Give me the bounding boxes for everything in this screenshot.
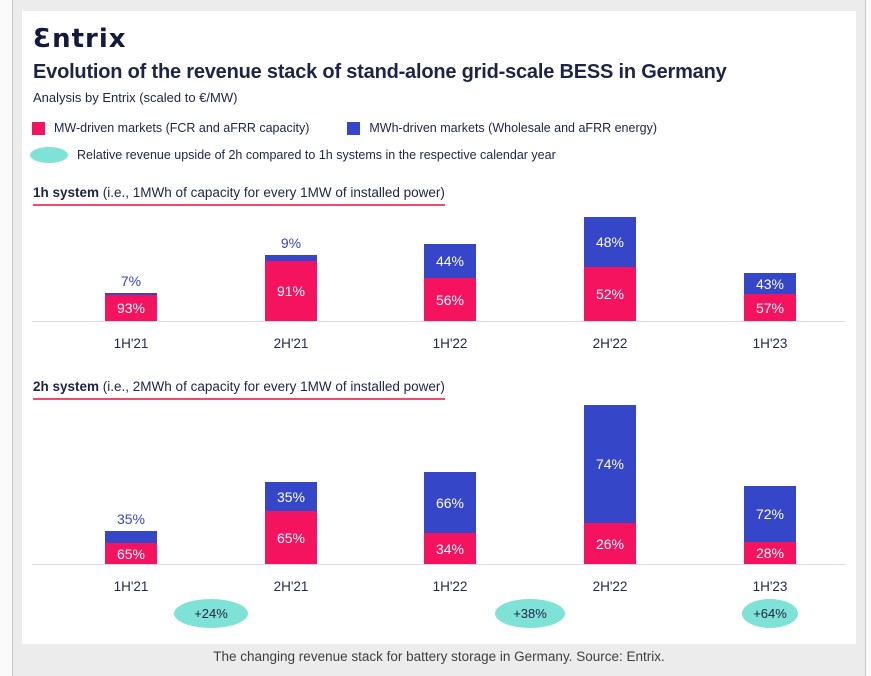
x-tick-label: 2H'21: [273, 336, 309, 351]
mwh-share-label: 44%: [435, 253, 465, 269]
section-title-2h-system: 2h system (i.e., 2MWh of capacity for ev…: [33, 379, 445, 400]
legend-label-upside: Relative revenue upside of 2h compared t…: [77, 148, 556, 162]
mwh-driven-segment: 48%: [584, 217, 636, 267]
stacked-bar-1H'21: 65% 35%: [105, 511, 157, 564]
mw-share-label: 65%: [116, 545, 146, 562]
mw-share-label: 52%: [595, 286, 625, 302]
mw-driven-segment: 93%: [105, 295, 157, 321]
stacked-bar-2H'21: 65% 35%: [265, 482, 317, 564]
mw-driven-segment: 65%: [265, 511, 317, 564]
mw-share-label: 26%: [595, 535, 625, 552]
section-title-2h-bold: 2h system: [33, 379, 100, 394]
stacked-bar-2H'22: 52% 48%: [584, 217, 636, 321]
stacked-bar-1H'22: 34% 66%: [424, 472, 476, 564]
section-title-2h-rest: (i.e., 2MWh of capacity for every 1MW of…: [99, 379, 445, 394]
legend-upside: Relative revenue upside of 2h compared t…: [30, 147, 556, 163]
x-axis-labels-1h: 1H'21 2H'21 1H'22 2H'22 1H'23: [32, 336, 845, 352]
mwh-driven-segment: 44%: [424, 244, 476, 278]
section-title-1h-system: 1h system (i.e., 1MWh of capacity for ev…: [33, 185, 445, 206]
mwh-share-label: 35%: [116, 511, 146, 527]
mw-driven-segment: 34%: [424, 533, 476, 564]
stacked-bar-1H'21: 93% 7%: [105, 273, 157, 321]
mwh-driven-segment: 35%: [265, 482, 317, 511]
mwh-driven-segment: 74%: [584, 405, 636, 523]
legend-swatch-upside-ellipse: [30, 147, 68, 163]
mw-driven-segment: 91%: [265, 261, 317, 321]
x-tick-label: 1H'21: [113, 579, 149, 594]
bar-chart-1h-system: 93% 7% 91% 9% 56% 44% 52% 48% 57% 43%: [32, 210, 845, 322]
mwh-share-label: 48%: [595, 234, 625, 250]
mwh-driven-segment: 66%: [424, 472, 476, 533]
upside-annotations: +24% +38% +64%: [32, 599, 845, 629]
legend-label-mw-markets: MW-driven markets (FCR and aFRR capacity…: [54, 121, 310, 135]
chart-image: Ɛntrix Evolution of the revenue stack of…: [22, 11, 856, 644]
mw-driven-segment: 28%: [744, 542, 796, 564]
x-tick-label: 1H'21: [113, 336, 149, 351]
mw-driven-segment: 26%: [584, 523, 636, 564]
x-tick-label: 1H'23: [752, 579, 788, 594]
mwh-driven-segment: 43%: [744, 273, 796, 294]
figure-frame: Ɛntrix Evolution of the revenue stack of…: [12, 0, 866, 676]
bar-chart-2h-system: 65% 35% 65% 35% 34% 66% 26% 74% 28% 72%: [32, 400, 845, 565]
x-tick-label: 2H'22: [592, 579, 628, 594]
entrix-logo: Ɛntrix: [33, 24, 127, 54]
upside-ellipse: +24%: [174, 599, 248, 628]
mw-share-label: 28%: [755, 545, 785, 561]
stacked-bar-1H'23: 57% 43%: [744, 273, 796, 321]
mwh-share-label: 9%: [280, 235, 302, 251]
mwh-share-label: 7%: [120, 273, 142, 289]
mwh-share-label: 43%: [755, 275, 785, 292]
mw-driven-segment: 65%: [105, 543, 157, 564]
mw-driven-segment: 52%: [584, 267, 636, 321]
x-tick-label: 2H'21: [273, 579, 309, 594]
mwh-share-label: 72%: [755, 506, 785, 522]
mw-share-label: 93%: [116, 300, 146, 316]
mw-share-label: 56%: [435, 291, 465, 308]
upside-ellipse: +38%: [495, 599, 565, 628]
mw-driven-segment: 57%: [744, 294, 796, 321]
upside-ellipse: +64%: [742, 599, 798, 628]
x-tick-label: 1H'22: [432, 579, 468, 594]
chart-title: Evolution of the revenue stack of stand-…: [33, 61, 727, 83]
legend-label-mwh-markets: MWh-driven markets (Wholesale and aFRR e…: [369, 121, 657, 135]
x-axis-baseline: [32, 321, 845, 322]
chart-subtitle: Analysis by Entrix (scaled to €/MW): [33, 90, 238, 105]
x-tick-label: 1H'23: [752, 336, 788, 351]
mwh-driven-segment: 72%: [744, 486, 796, 542]
x-tick-label: 1H'22: [432, 336, 468, 351]
legend-swatch-mw-markets: [32, 121, 45, 135]
x-axis-baseline: [32, 564, 845, 565]
mwh-share-label: 74%: [595, 456, 625, 472]
mwh-driven-segment: [105, 293, 157, 295]
stacked-bar-2H'21: 91% 9%: [265, 235, 317, 321]
mwh-share-label: 35%: [276, 488, 306, 505]
stacked-bar-1H'22: 56% 44%: [424, 244, 476, 321]
stacked-bar-1H'23: 28% 72%: [744, 486, 796, 564]
mw-driven-segment: 56%: [424, 278, 476, 321]
mwh-driven-segment: [265, 255, 317, 261]
x-axis-labels-2h: 1H'21 2H'21 1H'22 2H'22 1H'23: [32, 579, 845, 595]
mw-share-label: 65%: [276, 529, 306, 546]
legend-swatch-mwh-markets: [347, 121, 361, 135]
mwh-share-label: 66%: [435, 494, 465, 511]
section-title-1h-bold: 1h system: [33, 185, 100, 200]
x-tick-label: 2H'22: [592, 336, 628, 351]
figure-caption: The changing revenue stack for battery s…: [213, 649, 665, 664]
mw-share-label: 91%: [276, 283, 306, 299]
legend-series: MW-driven markets (FCR and aFRR capacity…: [32, 121, 657, 135]
section-title-1h-rest: (i.e., 1MWh of capacity for every 1MW of…: [99, 185, 445, 200]
stacked-bar-2H'22: 26% 74%: [584, 405, 636, 564]
mw-share-label: 57%: [755, 299, 785, 316]
mwh-driven-segment: [105, 531, 157, 543]
mw-share-label: 34%: [435, 540, 465, 557]
